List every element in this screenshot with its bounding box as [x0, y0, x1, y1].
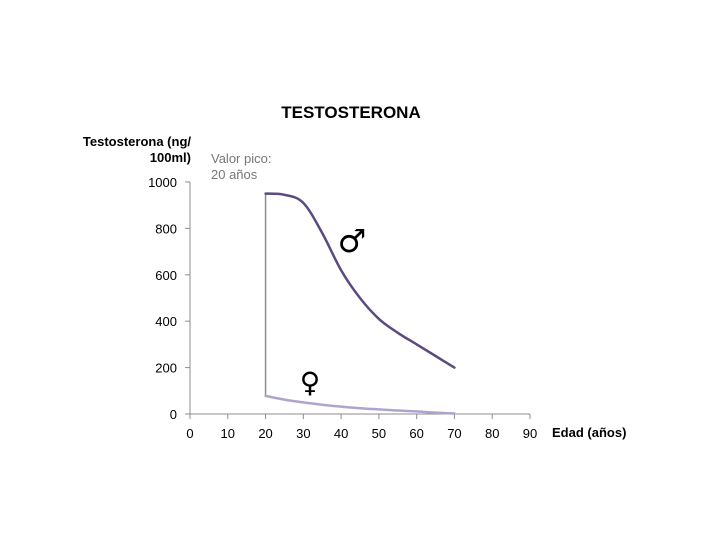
male-series-line [264, 192, 456, 369]
x-tick-label: 90 [523, 426, 537, 441]
x-tick-label: 20 [258, 426, 272, 441]
peak-annotation-line1: Valor pico: [211, 151, 271, 166]
y-tick-label: 400 [155, 314, 177, 329]
x-tick-label: 50 [372, 426, 386, 441]
y-tick-label: 0 [170, 407, 177, 422]
x-axis-label: Edad (años) [552, 425, 626, 440]
tick-labels: 0 200 400 600 800 1000 0 10 20 30 40 50 60 70 80 90 [148, 175, 537, 441]
axes [185, 181, 531, 419]
y-tick-label: 200 [155, 361, 177, 376]
x-tick-label: 40 [334, 426, 348, 441]
x-tick-label: 10 [221, 426, 235, 441]
x-tick-label: 60 [409, 426, 423, 441]
chart-title: TESTOSTERONA [281, 103, 420, 122]
peak-annotation-line2: 20 años [211, 167, 258, 182]
x-tick-label: 70 [447, 426, 461, 441]
y-axis-label-line1: Testosterona (ng/ [83, 134, 191, 149]
female-symbol-icon: ♀ [300, 366, 321, 399]
y-tick-label: 1000 [148, 175, 177, 190]
male-symbol-icon: ♂ [338, 222, 367, 260]
chart-marks [264, 192, 456, 415]
x-tick-label: 80 [485, 426, 499, 441]
y-axis-label-line2: 100ml) [150, 150, 191, 165]
x-tick-label: 0 [186, 426, 193, 441]
y-tick-label: 600 [155, 268, 177, 283]
female-series-line [264, 394, 456, 415]
y-tick-label: 800 [155, 221, 177, 236]
x-tick-label: 30 [296, 426, 310, 441]
